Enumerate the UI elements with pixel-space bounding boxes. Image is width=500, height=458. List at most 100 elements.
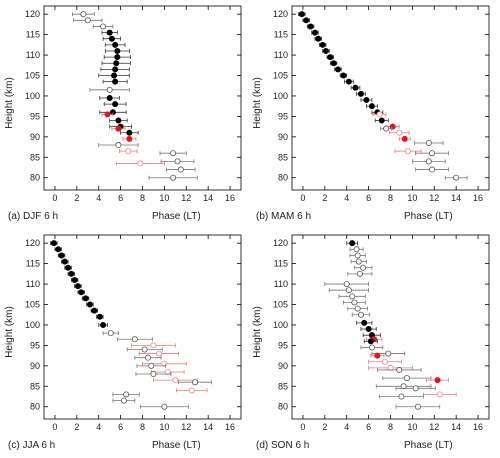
x-tick-label: 2	[322, 193, 327, 203]
x-axis-title: Phase (LT)	[152, 440, 201, 451]
y-tick-label: 105	[25, 71, 40, 81]
y-tick-label: 95	[30, 111, 40, 121]
panel-label: (a) DJF 6 h	[8, 211, 58, 222]
y-tick-label: 115	[26, 259, 40, 269]
data-point	[161, 403, 168, 410]
data-point	[96, 313, 103, 320]
data-point	[113, 60, 120, 67]
data-point	[106, 29, 113, 36]
x-tick-label: 16	[473, 422, 483, 432]
data-point	[345, 287, 352, 294]
x-tick-label: 14	[203, 193, 213, 203]
x-tick-label: 14	[203, 422, 213, 432]
data-point	[330, 60, 337, 67]
x-tick-label: 14	[451, 193, 461, 203]
data-point	[126, 129, 133, 136]
data-point	[164, 368, 171, 375]
x-tick-label: 4	[96, 193, 101, 203]
y-axis-title: Height (km)	[252, 77, 263, 129]
y-tick-label: 115	[274, 259, 288, 269]
panel-a: Height (km) Phase (LT) (a) DJF 6 h 0 2 4 6 8…	[4, 5, 242, 222]
y-tick-label: 100	[273, 91, 288, 101]
plot-frame	[43, 234, 242, 420]
data-point	[50, 240, 57, 247]
data-point	[303, 17, 310, 24]
x-tick-label: 10	[407, 193, 417, 203]
data-point	[403, 375, 410, 382]
x-tick-label: 10	[159, 422, 169, 432]
data-point	[343, 281, 350, 288]
data-point	[322, 47, 329, 54]
y-tick-label: 85	[278, 381, 288, 391]
data-point	[319, 41, 326, 48]
data-point	[376, 111, 383, 118]
plot-frame	[291, 234, 490, 420]
y-tick-label: 85	[278, 152, 288, 162]
data-point	[351, 299, 358, 306]
y-tick-label: 95	[278, 111, 288, 121]
data-point	[436, 391, 443, 398]
data-point	[356, 270, 363, 277]
y-tick-label: 120	[273, 9, 288, 19]
x-tick-label: 0	[300, 422, 305, 432]
panel-c: Height (km) Phase (LT) (c) JJA 6 h 0 2 4 6 8…	[4, 234, 242, 451]
data-point	[170, 174, 177, 181]
data-point	[412, 385, 419, 392]
data-point	[108, 35, 115, 42]
data-point	[453, 174, 460, 181]
x-tick-label: 0	[300, 193, 305, 203]
y-tick-label: 80	[30, 173, 40, 183]
data-point	[58, 252, 65, 259]
y-tick-label: 120	[273, 238, 288, 248]
y-tick-label: 95	[30, 340, 40, 350]
y-tick-label: 105	[25, 300, 40, 310]
y-tick-label: 100	[25, 91, 40, 101]
data-point	[385, 350, 392, 357]
data-point	[114, 47, 121, 54]
y-tick-label: 100	[25, 320, 40, 330]
y-axis-title: Height (km)	[4, 77, 15, 129]
data-point	[357, 311, 364, 318]
y-tick-label: 90	[278, 132, 288, 142]
y-tick-label: 80	[30, 402, 40, 412]
data-point	[429, 166, 436, 173]
data-point	[55, 246, 62, 253]
x-tick-label: 16	[225, 422, 235, 432]
data-point	[382, 358, 389, 365]
data-point	[91, 307, 98, 314]
x-tick-label: 10	[407, 422, 417, 432]
data-point	[74, 283, 81, 290]
data-point	[192, 379, 199, 386]
x-tick-label: 12	[429, 193, 439, 203]
data-point	[150, 371, 157, 378]
data-point	[71, 276, 78, 283]
data-point	[144, 354, 151, 361]
data-point	[106, 95, 113, 102]
data-point	[114, 54, 121, 61]
panel-b: Height (km) Phase (LT) (b) MAM 6 h 0 2 4 6 8…	[252, 5, 490, 222]
y-axis-title: Height (km)	[252, 306, 263, 358]
data-point	[107, 330, 114, 337]
data-point	[363, 97, 370, 104]
data-point	[368, 103, 375, 110]
y-tick-label: 115	[274, 30, 288, 40]
x-axis-title: Phase (LT)	[404, 440, 453, 451]
data-point	[311, 29, 318, 36]
data-point	[112, 78, 119, 85]
data-point	[360, 264, 367, 271]
data-point	[174, 158, 181, 165]
data-point	[148, 362, 155, 369]
y-tick-label: 85	[30, 152, 40, 162]
panel-label: (d) SON 6 h	[256, 440, 309, 451]
data-point	[141, 346, 148, 353]
data-point	[80, 11, 87, 18]
x-tick-label: 8	[388, 193, 393, 203]
y-tick-label: 115	[26, 30, 40, 40]
data-point	[405, 148, 412, 155]
data-point	[131, 336, 138, 343]
y-tick-label: 105	[273, 300, 288, 310]
data-point	[307, 23, 314, 30]
x-tick-label: 14	[451, 422, 461, 432]
y-tick-label: 100	[273, 320, 288, 330]
data-point	[84, 17, 91, 24]
